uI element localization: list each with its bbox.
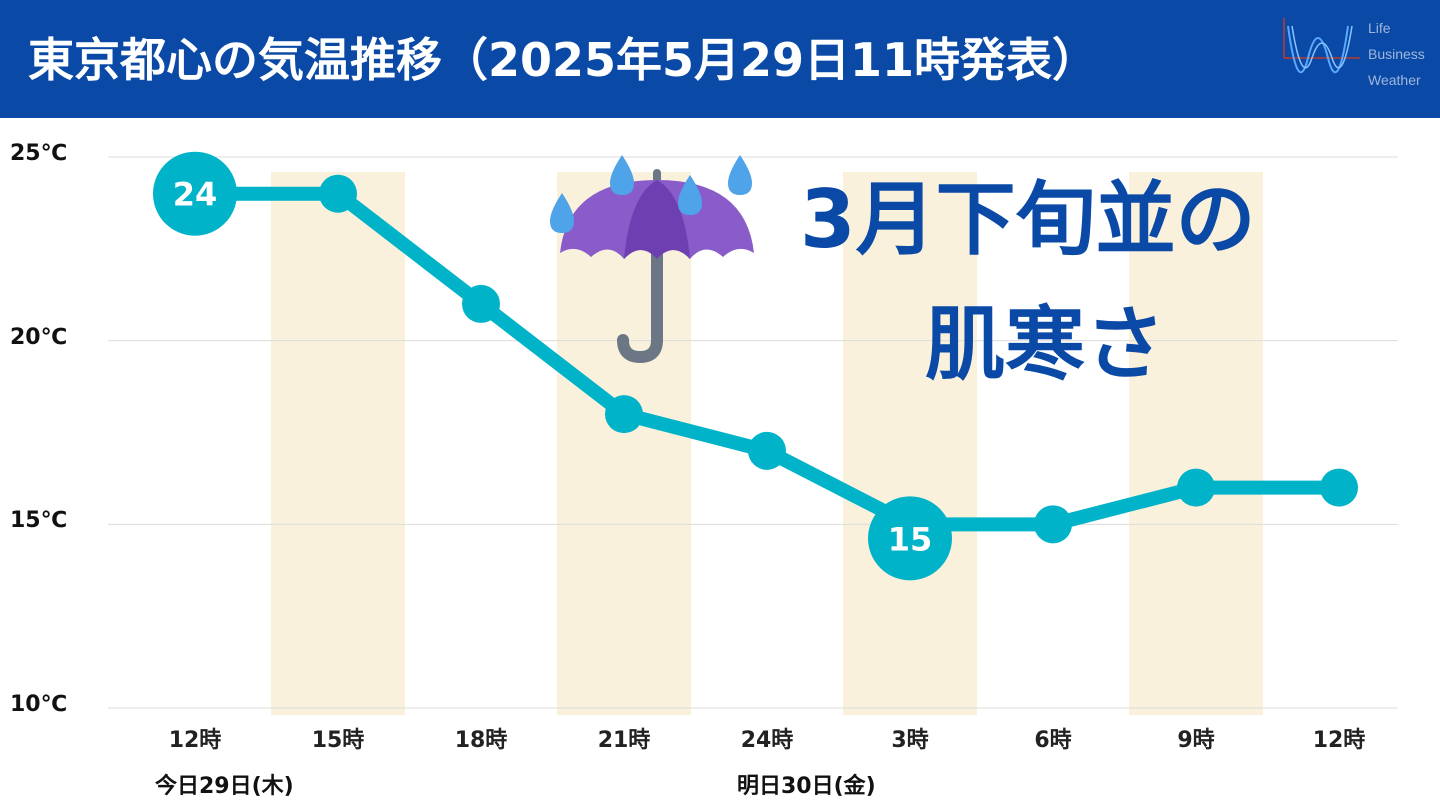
- y-tick-label: 15℃: [10, 508, 68, 534]
- data-point: [462, 284, 500, 323]
- x-tick-label: 21時: [597, 728, 651, 753]
- x-tick-label: 3時: [891, 728, 929, 753]
- highlighted-data-point: [868, 496, 952, 581]
- data-point: [748, 431, 786, 470]
- shaded-band: [271, 172, 405, 715]
- day-label: 今日29日(木): [155, 774, 294, 799]
- x-tick-label: 9時: [1177, 728, 1215, 753]
- shaded-band: [557, 172, 691, 715]
- y-tick-label: 25℃: [10, 141, 68, 166]
- data-label: 15: [888, 520, 933, 558]
- temperature-chart: 24 15: [108, 151, 1398, 715]
- logo-line-1: Life: [1368, 20, 1391, 36]
- shaded-band: [843, 172, 977, 715]
- header-bar: 東京都心の気温推移（2025年5月29日11時発表） Life Business…: [0, 0, 1440, 118]
- data-label: 24: [173, 176, 218, 214]
- data-point: [319, 174, 357, 213]
- logo-line-3: Weather: [1368, 72, 1421, 88]
- page-title: 東京都心の気温推移（2025年5月29日11時発表）: [28, 33, 1099, 87]
- x-tick-label: 15時: [311, 728, 365, 753]
- headline-line-1: 3月下旬並の: [800, 173, 1256, 266]
- data-point: [605, 395, 643, 434]
- brand-logo: Life Business Weather: [1282, 14, 1432, 104]
- y-tick-label: 20℃: [10, 324, 68, 350]
- day-label: 明日30日(金): [737, 774, 876, 799]
- highlighted-data-point: [153, 151, 237, 236]
- y-tick-label: 10℃: [10, 692, 68, 717]
- logo-line-2: Business: [1368, 46, 1425, 62]
- data-point: [1177, 468, 1215, 507]
- umbrella-with-rain-icon: [550, 155, 754, 364]
- x-tick-label: 12時: [168, 728, 222, 753]
- x-tick-label: 24時: [740, 728, 794, 753]
- x-tick-label: 18時: [454, 728, 508, 753]
- wave-logo-icon: [1283, 18, 1360, 74]
- headline-line-2: 肌寒さ: [925, 298, 1165, 391]
- x-tick-label: 12時: [1312, 728, 1366, 753]
- data-point: [1034, 505, 1072, 544]
- shaded-band: [1129, 172, 1263, 715]
- x-tick-label: 6時: [1034, 728, 1072, 753]
- data-point: [1320, 468, 1358, 507]
